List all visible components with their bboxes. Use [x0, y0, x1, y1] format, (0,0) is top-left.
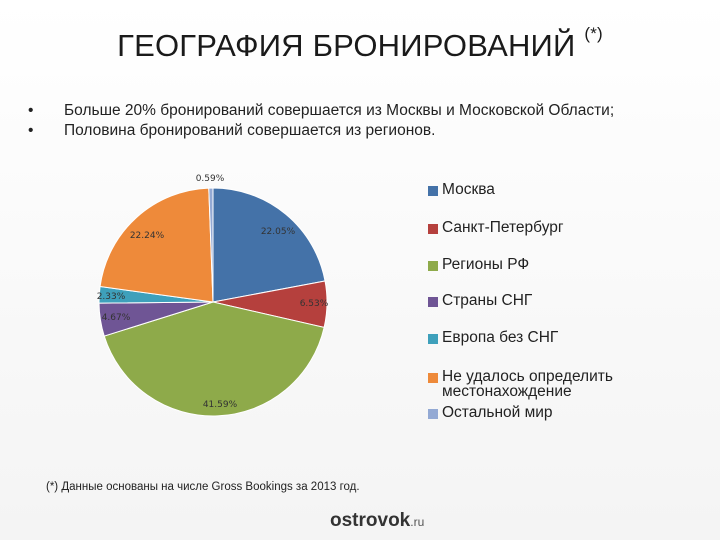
legend-swatch [428, 409, 438, 419]
bullet-item: Больше 20% бронирований совершается из М… [28, 101, 648, 121]
legend-item: Регионы РФ [428, 257, 529, 272]
bullet-list: Больше 20% бронирований совершается из М… [28, 101, 648, 141]
data-label: 22.24% [130, 231, 165, 241]
legend-item: Не удалось определить местонахождение [428, 369, 632, 399]
ostrovok-logo: ostrovok.ru [330, 510, 424, 532]
legend-item: Европа без СНГ [428, 330, 558, 345]
footnote: (*) Данные основаны на числе Gross Booki… [46, 481, 360, 493]
legend-label: Санкт-Петербург [442, 219, 564, 236]
data-label: 2.33% [97, 292, 126, 302]
title-note: (*) [584, 24, 603, 43]
legend-item: Москва [428, 182, 495, 197]
logo-name: ostrovok [330, 510, 411, 531]
data-label: 22.05% [261, 227, 296, 237]
legend-swatch [428, 334, 438, 344]
page-title: ГЕОГРАФИЯ БРОНИРОВАНИЙ (*) [0, 24, 720, 64]
legend-item: Санкт-Петербург [428, 220, 564, 235]
legend-swatch [428, 297, 438, 307]
data-label: 4.67% [102, 313, 131, 323]
pie-slice [212, 187, 326, 303]
legend-swatch [428, 373, 438, 383]
data-label: 41.59% [203, 400, 238, 410]
legend-label: Страны СНГ [442, 292, 533, 309]
legend-label: Не удалось определить местонахождение [442, 368, 613, 400]
data-label: 6.53% [300, 299, 329, 309]
bullet-item: Половина бронирований совершается из рег… [28, 121, 648, 141]
legend-swatch [428, 224, 438, 234]
legend-label: Москва [442, 181, 495, 198]
pie-slice [208, 187, 214, 303]
legend-item: Страны СНГ [428, 293, 532, 308]
legend-item: Остальной мир [428, 405, 553, 420]
logo-suffix: .ru [410, 515, 425, 529]
legend-label: Европа без СНГ [442, 329, 559, 346]
legend-swatch [428, 261, 438, 271]
data-label: 0.59% [196, 174, 225, 184]
legend-swatch [428, 186, 438, 196]
pie-slice [99, 187, 214, 303]
legend-label: Остальной мир [442, 404, 553, 421]
legend-label: Регионы РФ [442, 256, 530, 273]
pie-slice [103, 301, 325, 417]
title-text: ГЕОГРАФИЯ БРОНИРОВАНИЙ [117, 28, 576, 63]
